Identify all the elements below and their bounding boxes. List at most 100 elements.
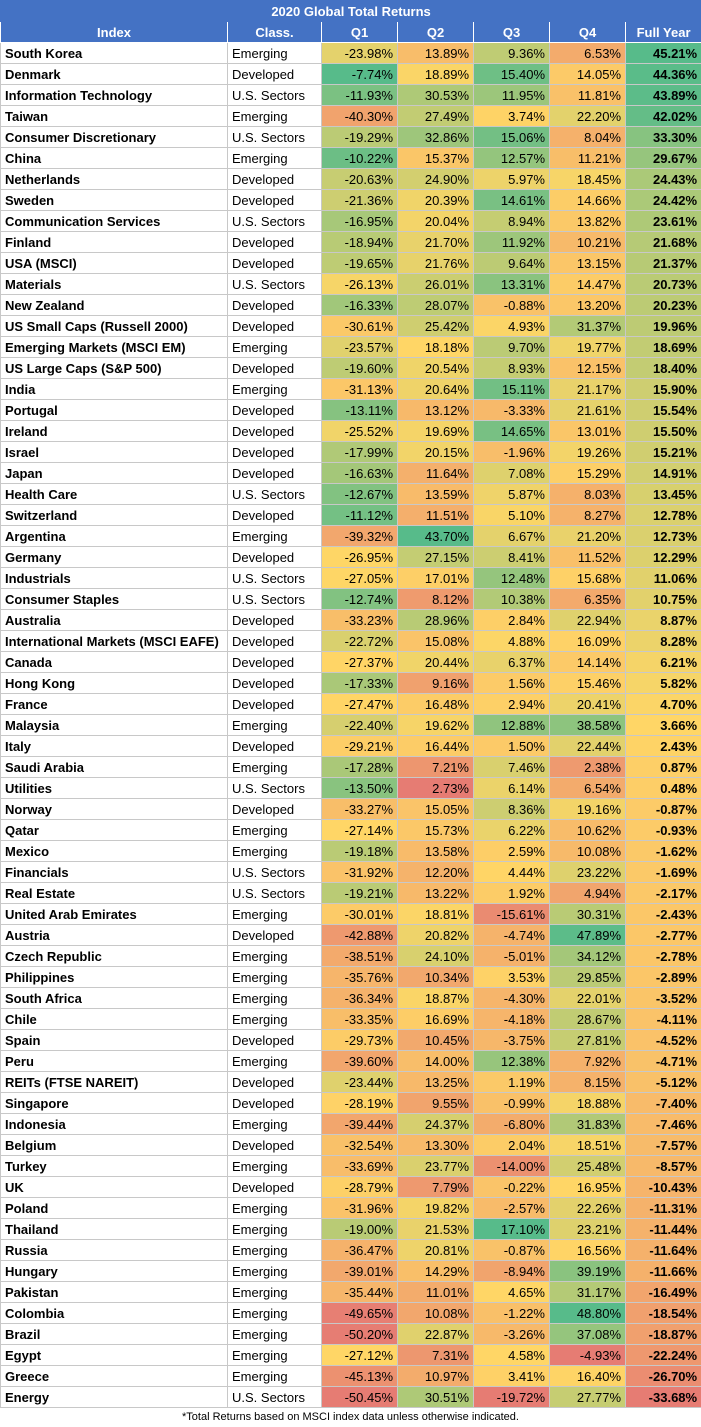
full-year-cell: 12.29%: [624, 546, 701, 568]
class-cell: Emerging: [227, 147, 322, 169]
full-year-cell: -26.70%: [624, 1365, 701, 1387]
q1-cell: -27.12%: [321, 1344, 398, 1366]
q2-cell: 13.89%: [397, 42, 474, 64]
q4-cell: 31.83%: [549, 1113, 626, 1135]
q2-cell: 11.64%: [397, 462, 474, 484]
q4-cell: 19.77%: [549, 336, 626, 358]
table-row: Netherlands Developed -20.63% 24.90% 5.97% 18…: [0, 168, 701, 190]
q3-cell: -0.88%: [473, 294, 550, 316]
full-year-cell: -8.57%: [624, 1155, 701, 1177]
q1-cell: -16.95%: [321, 210, 398, 232]
table-row: Financials U.S. Sectors -31.92% 12.20% 4.44%…: [0, 861, 701, 883]
class-cell: Developed: [227, 798, 322, 820]
index-cell: Belgium: [0, 1134, 228, 1156]
table-row: Brazil Emerging -50.20% 22.87% -3.26% 37.08% -…: [0, 1323, 701, 1345]
index-cell: United Arab Emirates: [0, 903, 228, 925]
q4-cell: 25.48%: [549, 1155, 626, 1177]
full-year-cell: 43.89%: [624, 84, 701, 106]
q3-cell: 4.44%: [473, 861, 550, 883]
index-cell: Consumer Staples: [0, 588, 228, 610]
class-cell: Emerging: [227, 1260, 322, 1282]
index-cell: South Korea: [0, 42, 228, 64]
index-cell: Poland: [0, 1197, 228, 1219]
class-cell: Emerging: [227, 105, 322, 127]
full-year-cell: 8.28%: [624, 630, 701, 652]
class-cell: Emerging: [227, 1365, 322, 1387]
table-row: Sweden Developed -21.36% 20.39% 14.61% 14.66%…: [0, 189, 701, 211]
class-cell: Developed: [227, 924, 322, 946]
q4-cell: 16.09%: [549, 630, 626, 652]
q4-cell: 31.17%: [549, 1281, 626, 1303]
q1-cell: -23.57%: [321, 336, 398, 358]
table-row: Canada Developed -27.37% 20.44% 6.37% 14.14% 6…: [0, 651, 701, 673]
class-cell: Emerging: [227, 819, 322, 841]
q3-cell: 4.65%: [473, 1281, 550, 1303]
q2-cell: 21.70%: [397, 231, 474, 253]
full-year-cell: 33.30%: [624, 126, 701, 148]
full-year-cell: 15.21%: [624, 441, 701, 463]
q3-cell: 12.38%: [473, 1050, 550, 1072]
q4-cell: 16.56%: [549, 1239, 626, 1261]
q1-cell: -30.61%: [321, 315, 398, 337]
table-row: International Markets (MSCI EAFE) Develop…: [0, 630, 701, 652]
q4-cell: 27.81%: [549, 1029, 626, 1051]
q3-cell: 2.84%: [473, 609, 550, 631]
index-cell: Argentina: [0, 525, 228, 547]
q4-cell: 8.27%: [549, 504, 626, 526]
index-cell: Austria: [0, 924, 228, 946]
q3-cell: -4.30%: [473, 987, 550, 1009]
class-cell: Emerging: [227, 966, 322, 988]
q4-cell: 11.52%: [549, 546, 626, 568]
q1-cell: -23.98%: [321, 42, 398, 64]
table-row: Japan Developed -16.63% 11.64% 7.08% 15.29% 14…: [0, 462, 701, 484]
q3-cell: 4.88%: [473, 630, 550, 652]
table-row: Consumer Discretionary U.S. Sectors -19.29…: [0, 126, 701, 148]
q1-cell: -27.47%: [321, 693, 398, 715]
q4-cell: 13.82%: [549, 210, 626, 232]
table-row: USA (MSCI) Developed -19.65% 21.76% 9.64% 13.…: [0, 252, 701, 274]
class-cell: Developed: [227, 1134, 322, 1156]
class-cell: Developed: [227, 672, 322, 694]
class-cell: Developed: [227, 1176, 322, 1198]
index-cell: Taiwan: [0, 105, 228, 127]
table-row: Germany Developed -26.95% 27.15% 8.41% 11.52%…: [0, 546, 701, 568]
q4-cell: 27.77%: [549, 1386, 626, 1408]
full-year-cell: 13.45%: [624, 483, 701, 505]
q4-cell: 23.22%: [549, 861, 626, 883]
table-row: US Small Caps (Russell 2000) Developed -30…: [0, 315, 701, 337]
q2-cell: 28.07%: [397, 294, 474, 316]
q4-cell: 21.20%: [549, 525, 626, 547]
full-year-cell: 15.90%: [624, 378, 701, 400]
class-cell: Developed: [227, 168, 322, 190]
table-row: Norway Developed -33.27% 15.05% 8.36% 19.16% -…: [0, 798, 701, 820]
q1-cell: -23.44%: [321, 1071, 398, 1093]
q4-cell: 21.17%: [549, 378, 626, 400]
full-year-cell: 21.68%: [624, 231, 701, 253]
q1-cell: -33.69%: [321, 1155, 398, 1177]
q3-cell: 2.94%: [473, 693, 550, 715]
title-row: 2020 Global Total Returns: [0, 0, 701, 22]
index-cell: India: [0, 378, 228, 400]
q3-cell: 9.64%: [473, 252, 550, 274]
class-cell: Developed: [227, 735, 322, 757]
q2-cell: 21.76%: [397, 252, 474, 274]
q4-cell: 22.26%: [549, 1197, 626, 1219]
index-cell: Colombia: [0, 1302, 228, 1324]
full-year-cell: -16.49%: [624, 1281, 701, 1303]
q4-cell: 37.08%: [549, 1323, 626, 1345]
q3-cell: 6.37%: [473, 651, 550, 673]
index-cell: Peru: [0, 1050, 228, 1072]
q3-cell: 15.06%: [473, 126, 550, 148]
q4-cell: 11.21%: [549, 147, 626, 169]
q1-cell: -13.11%: [321, 399, 398, 421]
q3-cell: 11.92%: [473, 231, 550, 253]
q1-cell: -33.27%: [321, 798, 398, 820]
class-cell: Emerging: [227, 1323, 322, 1345]
table-row: Hong Kong Developed -17.33% 9.16% 1.56% 15.46…: [0, 672, 701, 694]
q1-cell: -38.51%: [321, 945, 398, 967]
q1-cell: -16.63%: [321, 462, 398, 484]
q4-cell: 34.12%: [549, 945, 626, 967]
q4-cell: 30.31%: [549, 903, 626, 925]
full-year-cell: -4.52%: [624, 1029, 701, 1051]
